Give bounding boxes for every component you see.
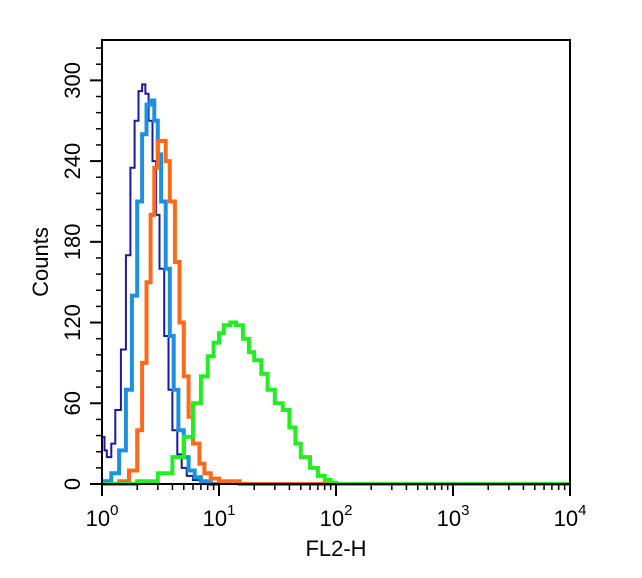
y-tick-label: 300 bbox=[60, 62, 85, 99]
x-tick-label: 102 bbox=[320, 502, 353, 531]
x-axis-title: FL2-H bbox=[305, 536, 366, 561]
x-axis: 100 101 102 103 104 bbox=[86, 484, 587, 531]
y-axis-title: Counts bbox=[28, 227, 53, 297]
x-tick-label: 101 bbox=[203, 502, 236, 531]
y-tick-label: 0 bbox=[60, 478, 85, 490]
y-tick-label: 60 bbox=[60, 391, 85, 415]
x-tick-label: 103 bbox=[437, 502, 470, 531]
x-tick-label: 104 bbox=[554, 502, 587, 531]
x-tick-label: 100 bbox=[86, 502, 119, 531]
series-line-4 bbox=[102, 320, 570, 486]
y-axis: 0 60 120 180 240 300 bbox=[60, 47, 102, 490]
y-tick-label: 120 bbox=[60, 304, 85, 341]
series-line-2 bbox=[102, 98, 219, 486]
y-tick-label: 240 bbox=[60, 143, 85, 180]
series-line-3 bbox=[102, 138, 336, 486]
series-layer bbox=[102, 83, 570, 486]
y-tick-label: 180 bbox=[60, 223, 85, 260]
series-line-1 bbox=[102, 83, 219, 485]
